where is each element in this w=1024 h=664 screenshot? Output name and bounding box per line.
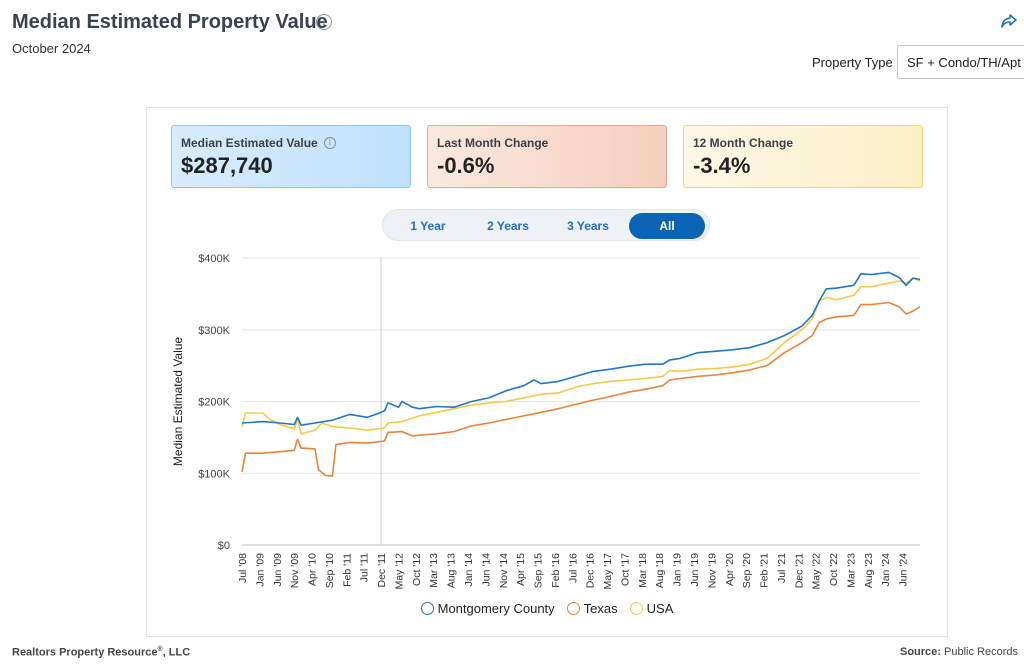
x-tick-label: Apr '10 [307, 553, 319, 586]
x-tick-label: Jun '19 [689, 553, 701, 587]
x-tick-label: Oct '17 [619, 553, 631, 586]
x-tick-label: Jan '09 [254, 553, 266, 587]
x-tick-label: Mar '23 [845, 553, 857, 588]
twelve-month-change-label: 12 Month Change [693, 136, 794, 150]
y-tick-label: $200K [198, 397, 230, 409]
page-subtitle: October 2024 [12, 41, 91, 56]
footer-source-label: Source: [899, 646, 941, 658]
legend-marker [629, 602, 643, 615]
x-tick-label: Jan '14 [463, 553, 475, 587]
x-tick-label: Oct '12 [411, 553, 423, 586]
footer-source: Source: Public Records [900, 646, 1018, 658]
legend-label: Texas [583, 601, 618, 616]
chart-legend: Montgomery County Texas USA [147, 601, 947, 616]
x-tick-label: May '12 [393, 553, 405, 590]
range-1-year-button[interactable]: 1 Year [410, 219, 446, 233]
x-tick-label: Aug '13 [446, 553, 458, 588]
x-tick-label: Nov '14 [498, 553, 510, 588]
series-line-montgomery-county [241, 271, 921, 427]
twelve-month-change-card: 12 Month Change -3.4% [683, 125, 923, 188]
legend-label: Montgomery County [437, 601, 555, 616]
property-type-select[interactable]: SF + Condo/TH/Apt [897, 45, 1024, 79]
legend-marker [420, 602, 434, 615]
y-tick-label: $400K [198, 253, 230, 265]
x-tick-label: Sep '15 [533, 553, 545, 588]
twelve-month-change-value: -3.4% [693, 153, 751, 178]
x-tick-label: Jul '08 [237, 553, 249, 583]
median-value-label: Median Estimated Value [181, 136, 318, 150]
legend-item-montgomery[interactable]: Montgomery County [420, 601, 555, 616]
x-tick-label: May '22 [811, 553, 823, 590]
x-tick-label: Feb '11 [341, 553, 353, 587]
footer-brand: Realtors Property Resource®, LLC [12, 646, 190, 659]
x-tick-label: Mar '18 [637, 553, 649, 588]
x-tick-label: Nov '09 [289, 553, 301, 588]
legend-marker [566, 602, 580, 615]
x-tick-label: Jun '09 [272, 553, 284, 587]
x-tick-label: Nov '19 [706, 553, 718, 588]
series-line-usa [241, 277, 921, 435]
x-tick-label: May '17 [602, 553, 614, 590]
page-title: Median Estimated Property Value [12, 11, 328, 33]
line-chart: $0 $100K $200K $300K $400K Median Estimated V… [171, 253, 921, 590]
range-all-button[interactable]: All [629, 213, 705, 239]
x-tick-label: Apr '15 [515, 553, 527, 586]
x-tick-label: Dec '21 [793, 553, 805, 588]
x-tick-label: Jan '24 [880, 553, 892, 587]
x-tick-label: Aug '18 [654, 553, 666, 588]
share-icon[interactable] [1000, 12, 1018, 30]
info-icon[interactable]: i [323, 137, 336, 149]
x-tick-label: Jun '24 [898, 553, 910, 587]
x-tick-label: Jul '11 [359, 553, 371, 582]
x-tick-label: Feb '21 [759, 553, 771, 588]
x-tick-label: Dec '11 [376, 553, 388, 588]
y-tick-label: $300K [198, 325, 230, 337]
last-month-change-card: Last Month Change -0.6% [427, 125, 667, 188]
chart-panel: Median Estimated Value i $287,740 Last M… [146, 107, 948, 637]
legend-item-texas[interactable]: Texas [566, 601, 618, 616]
last-month-change-label: Last Month Change [437, 136, 549, 150]
x-tick-label: Oct '22 [828, 553, 840, 586]
x-tick-label: Aug '23 [863, 553, 875, 588]
range-2-years-button[interactable]: 2 Years [487, 219, 529, 233]
x-tick-label: Mar '13 [428, 553, 440, 588]
x-tick-label: Jul '21 [776, 553, 788, 583]
time-range-selector: 1 Year 2 Years 3 Years All [382, 209, 710, 241]
median-value-card-label-row: Median Estimated Value i [181, 136, 410, 150]
x-tick-label: Sep '10 [324, 553, 336, 588]
series-line-texas [241, 301, 921, 477]
y-tick-label: $0 [218, 540, 230, 552]
property-type-label: Property Type [812, 55, 893, 70]
y-axis-label: Median Estimated Value [171, 337, 185, 467]
median-value-amount: $287,740 [181, 153, 273, 178]
last-month-change-value: -0.6% [437, 153, 495, 178]
x-tick-label: Sep '20 [741, 553, 753, 588]
range-3-years-button[interactable]: 3 Years [567, 219, 609, 233]
x-tick-label: Jun '14 [480, 553, 492, 587]
x-tick-label: Apr '20 [724, 553, 736, 586]
info-icon[interactable]: i [316, 14, 332, 30]
legend-label: USA [646, 601, 674, 616]
footer-brand-mark: ® [157, 646, 163, 653]
footer-source-value: Public Records [944, 646, 1018, 658]
footer-brand-name: Realtors Property Resource [12, 646, 158, 659]
footer-brand-suffix: , LLC [162, 646, 191, 659]
y-tick-label: $100K [198, 468, 230, 480]
median-value-card: Median Estimated Value i $287,740 [171, 125, 411, 188]
x-tick-label: Jan '19 [672, 553, 684, 587]
x-tick-label: Jul '16 [567, 553, 579, 583]
x-tick-label: Dec '16 [585, 553, 597, 588]
x-tick-label: Feb '16 [550, 553, 562, 588]
legend-item-usa[interactable]: USA [629, 601, 674, 616]
